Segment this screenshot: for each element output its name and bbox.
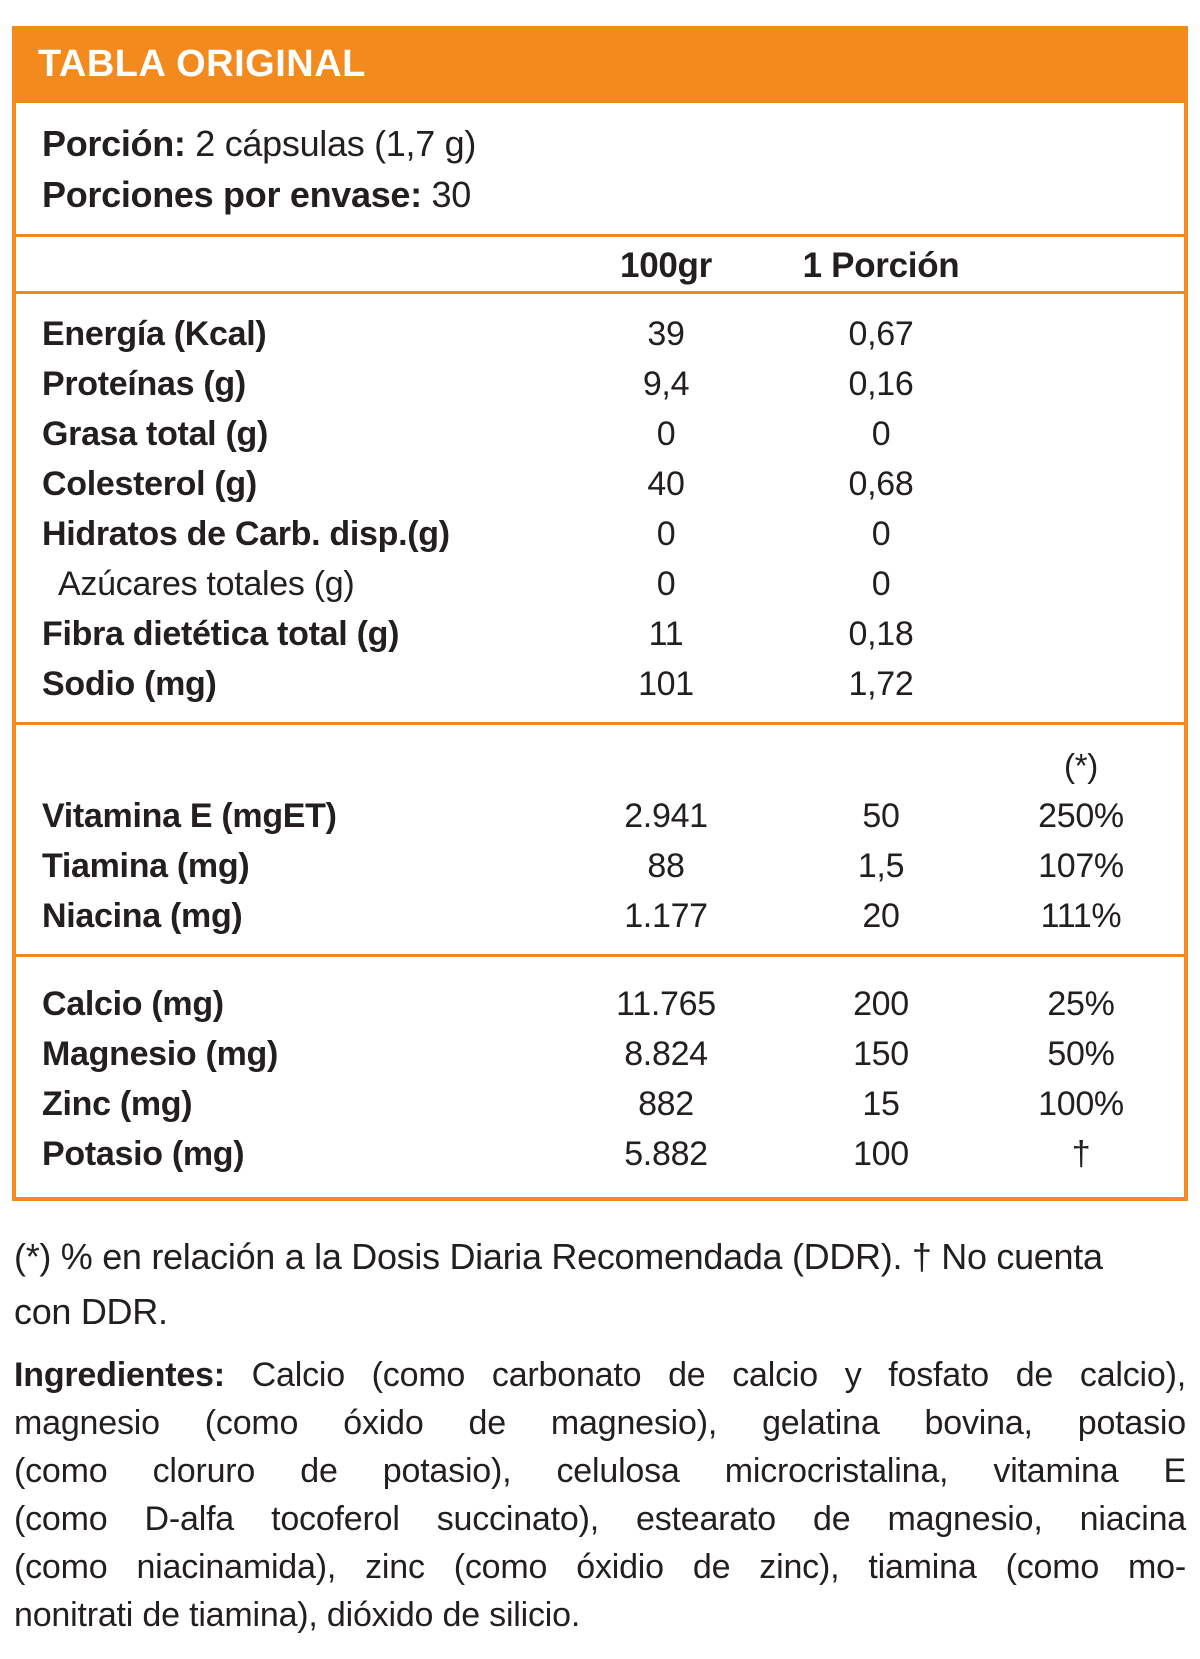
table-row-fibra: Fibra dietética total (g) 11 0,18 [16,609,1184,659]
table-row-hidratos: Hidratos de Carb. disp.(g) 0 0 [16,509,1184,559]
row-value-portion: 150 [853,1034,909,1073]
row-value-portion: 0 [871,564,891,603]
row-value-100g: 0 [656,514,676,553]
table-row-colesterol: Colesterol (g) 40 0,68 [16,459,1184,509]
col-header-100g: 100gr [620,245,712,285]
table-row-niacina: Niacina (mg) 1.177 20 111% [16,891,1184,941]
ingredients-text: Calcio (como carbonato de calcio y fosfa… [224,1356,1187,1394]
nutrition-table: TABLA ORIGINAL Porción: 2 cápsulas (1,7 … [12,26,1188,1201]
table-row-calcio: Calcio (mg) 11.765 200 25% [16,979,1184,1029]
row-value-100g: 8.824 [624,1034,708,1073]
servings-line: Porciones por envase: 30 [42,169,1164,220]
row-value-100g: 88 [647,846,685,885]
servings-value: 30 [421,174,472,215]
table-row-magnesio: Magnesio (mg) 8.824 150 50% [16,1029,1184,1079]
vitamins-section: (*) Vitamina E (mgET) 2.941 50 250% Tiam… [16,722,1184,954]
table-row-potasio: Potasio (mg) 5.882 100 † [16,1129,1184,1179]
row-value-100g: 101 [638,664,694,703]
table-row-zinc: Zinc (mg) 882 15 100% [16,1079,1184,1129]
row-value-ddr: 100% [1038,1084,1124,1123]
row-value-100g: 9,4 [642,364,690,403]
ddr-marker-row: (*) [16,741,1184,791]
row-label: Grasa total (g) [42,414,268,453]
column-header-section: 100gr 1 Porción [16,234,1184,291]
row-label: Hidratos de Carb. disp.(g) [42,514,450,553]
row-value-portion: 0,68 [848,464,914,503]
column-header-row: 100gr 1 Porción [16,237,1184,294]
row-value-100g: 2.941 [624,796,708,835]
row-label: Potasio (mg) [42,1134,245,1173]
row-value-ddr: 50% [1047,1034,1115,1073]
row-value-100g: 0 [656,414,676,453]
portion-line: Porción: 2 cápsulas (1,7 g) [42,118,1164,169]
macronutrients-section: Energía (Kcal) 39 0,67 Proteínas (g) 9,4… [16,291,1184,722]
row-label: Zinc (mg) [42,1084,193,1123]
table-row-sodio: Sodio (mg) 101 1,72 [16,659,1184,709]
serving-info-section: Porción: 2 cápsulas (1,7 g) Porciones po… [16,103,1184,234]
ddr-footnote: (*) % en relación a la Dosis Diaria Reco… [14,1236,1103,1332]
table-row-energia: Energía (Kcal) 39 0,67 [16,309,1184,359]
row-value-ddr: 111% [1040,896,1122,935]
ingredients-line: Ingredientes: Calcio (como carbonato de … [14,1351,1186,1399]
row-value-portion: 50 [862,796,900,835]
row-value-100g: 1.177 [624,896,708,935]
ingredients-line: nonitrati de tiamina), dióxido de silici… [14,1596,581,1634]
page-title: TABLA ORIGINAL [38,43,366,85]
row-value-ddr: † [1071,1134,1091,1173]
row-label: Sodio (mg) [42,664,217,703]
portion-label: Porción: [42,123,186,164]
row-label: Colesterol (g) [42,464,257,503]
row-value-100g: 40 [647,464,685,503]
ingredients-label: Ingredientes: [14,1356,225,1394]
row-value-100g: 0 [656,564,676,603]
ingredients-line: magnesio (como óxido de magnesio), gelat… [14,1404,1186,1442]
table-row-vitamina-e: Vitamina E (mgET) 2.941 50 250% [16,791,1184,841]
row-label: Niacina (mg) [42,896,243,935]
row-label: Energía (Kcal) [42,314,267,353]
ddr-marker: (*) [1064,747,1098,784]
row-label: Vitamina E (mgET) [42,796,337,835]
title-band: TABLA ORIGINAL [12,26,1188,103]
row-label: Tiamina (mg) [42,846,250,885]
row-value-100g: 5.882 [624,1134,708,1173]
row-label: Calcio (mg) [42,984,224,1023]
row-value-100g: 11.765 [616,984,716,1023]
row-value-100g: 39 [647,314,685,353]
table-row-tiamina: Tiamina (mg) 88 1,5 107% [16,841,1184,891]
row-value-portion: 200 [853,984,909,1023]
table-row-azucares: Azúcares totales (g) 0 0 [16,559,1184,609]
table-body: Porción: 2 cápsulas (1,7 g) Porciones po… [12,103,1188,1201]
row-value-portion: 0,67 [848,314,914,353]
ingredients-line: (como D-alfa tocoferol succinato), estea… [14,1500,1186,1538]
row-value-portion: 0,18 [848,614,914,653]
row-value-portion: 1,72 [848,664,914,703]
row-value-portion: 20 [862,896,900,935]
ingredients-line: (como cloruro de potasio), celulosa micr… [14,1452,1186,1490]
col-header-portion: 1 Porción [802,245,960,285]
row-value-ddr: 107% [1038,846,1124,885]
row-label: Proteínas (g) [42,364,246,403]
row-value-portion: 0,16 [848,364,914,403]
row-value-portion: 0 [871,414,891,453]
ingredients-line: (como niacinamida), zinc (como óxidio de… [14,1548,1186,1586]
row-label: Azúcares totales (g) [58,564,355,603]
row-label: Magnesio (mg) [42,1034,278,1073]
row-value-ddr: 250% [1038,796,1124,835]
row-value-100g: 882 [638,1084,694,1123]
ingredients-paragraph: Ingredientes: Calcio (como carbonato de … [12,1351,1188,1639]
row-value-portion: 0 [871,514,891,553]
row-value-ddr: 25% [1047,984,1115,1023]
minerals-section: Calcio (mg) 11.765 200 25% Magnesio (mg)… [16,954,1184,1197]
row-label: Fibra dietética total (g) [42,614,400,653]
row-value-portion: 100 [853,1134,909,1173]
table-row-proteinas: Proteínas (g) 9,4 0,16 [16,359,1184,409]
portion-value: 2 cápsulas (1,7 g) [185,123,477,164]
row-value-portion: 15 [862,1084,900,1123]
table-row-grasa: Grasa total (g) 0 0 [16,409,1184,459]
servings-label: Porciones por envase: [42,174,422,215]
row-value-portion: 1,5 [857,846,905,885]
row-value-100g: 11 [648,614,684,653]
